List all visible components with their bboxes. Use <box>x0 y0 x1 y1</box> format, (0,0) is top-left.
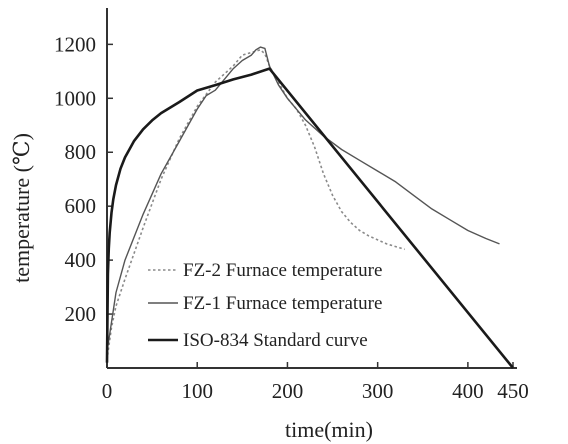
x-tick-label: 400 <box>452 379 484 403</box>
legend: FZ-2 Furnace temperature FZ-1 Furnace tem… <box>148 260 382 351</box>
legend-label: FZ-2 Furnace temperature <box>183 260 382 281</box>
y-tick-label: 600 <box>65 194 97 218</box>
x-tick-label: 200 <box>272 379 304 403</box>
legend-label: ISO-834 Standard curve <box>183 330 368 351</box>
ticks: 0 100 200 300 400 450 200 400 600 800 1000 1200 <box>54 32 529 403</box>
x-tick-label: 450 <box>497 379 529 403</box>
y-tick-label: 1200 <box>54 32 96 56</box>
x-tick-label: 100 <box>181 379 213 403</box>
axes <box>106 8 517 369</box>
legend-label: FZ-1 Furnace temperature <box>183 293 382 314</box>
y-axis-title: temperature (℃) <box>9 133 34 283</box>
x-tick-label: 300 <box>362 379 394 403</box>
series-layer <box>105 46 515 369</box>
x-tick-label: 0 <box>102 379 113 403</box>
y-tick-label: 200 <box>65 302 97 326</box>
y-tick-label: 800 <box>65 140 97 164</box>
y-tick-label: 400 <box>65 248 97 272</box>
y-tick-label: 1000 <box>54 86 96 110</box>
x-axis-title: time(min) <box>285 417 373 442</box>
series-line-thick <box>105 67 515 369</box>
series-line-thin <box>106 46 500 352</box>
